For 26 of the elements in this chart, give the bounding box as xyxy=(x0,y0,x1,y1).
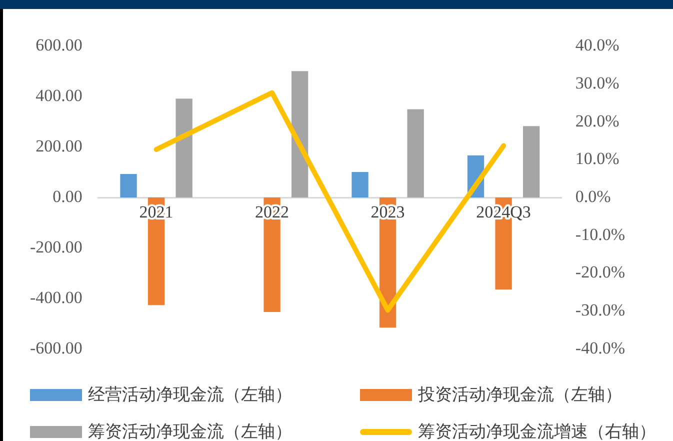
y-tick-label: 200.00 xyxy=(36,136,82,156)
y2-tick-label: -10.0% xyxy=(575,224,626,244)
y-tick-label: -600.00 xyxy=(30,338,82,358)
legend-label: 筹资活动净现金流（左轴） xyxy=(88,421,292,441)
y2-tick-label: -30.0% xyxy=(575,300,626,320)
y2-tick-label: 30.0% xyxy=(575,73,620,92)
bar xyxy=(120,174,137,198)
y2-tick-label: 40.0% xyxy=(575,36,620,55)
y2-tick-label: 20.0% xyxy=(575,111,620,130)
y-tick-label: -400.00 xyxy=(30,288,82,307)
bar xyxy=(291,71,308,198)
bar xyxy=(522,126,540,198)
y-tick-label: 600.00 xyxy=(36,36,82,55)
bar xyxy=(407,109,424,198)
bar xyxy=(352,172,368,198)
legend-label: 筹资活动净现金流增速（右轴） xyxy=(418,421,656,441)
y-tick-label: 0.00 xyxy=(52,186,82,206)
y2-tick-label: -20.0% xyxy=(575,262,626,282)
legend-label: 投资活动净现金流（左轴） xyxy=(418,384,622,406)
legend-label: 经营活动净现金流（左轴） xyxy=(88,384,292,406)
y2-tick-label: -40.0% xyxy=(575,338,626,358)
y-tick-label: -200.00 xyxy=(30,237,82,256)
y2-tick-label: 10.0% xyxy=(575,149,620,168)
bar xyxy=(176,98,192,198)
y-tick-label: 400.00 xyxy=(36,86,82,106)
y2-tick-label: 0.0% xyxy=(575,186,611,206)
